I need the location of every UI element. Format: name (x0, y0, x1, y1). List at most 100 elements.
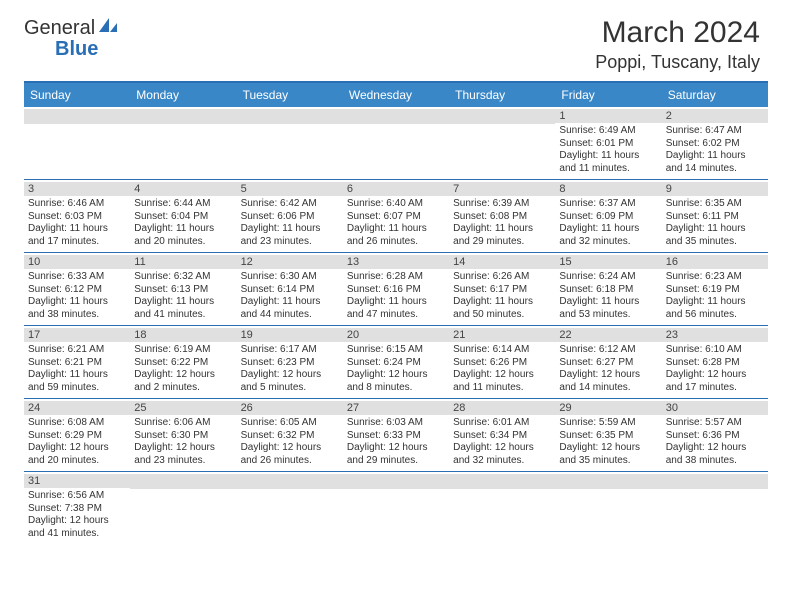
day-number (237, 474, 343, 489)
sunset-text: Sunset: 6:27 PM (559, 357, 657, 370)
sunrise-text: Sunrise: 6:03 AM (347, 417, 445, 430)
sunset-text: Sunset: 6:17 PM (453, 284, 551, 297)
daylight-text: Daylight: 11 hours and 23 minutes. (241, 223, 339, 248)
daylight-text: Daylight: 11 hours and 44 minutes. (241, 296, 339, 321)
logo: General (24, 16, 119, 40)
day-cell (130, 107, 236, 179)
day-cell: 8Sunrise: 6:37 AMSunset: 6:09 PMDaylight… (555, 180, 661, 252)
day-cell: 19Sunrise: 6:17 AMSunset: 6:23 PMDayligh… (237, 326, 343, 398)
day-number: 11 (130, 255, 236, 269)
day-number: 18 (130, 328, 236, 342)
sunset-text: Sunset: 6:03 PM (28, 211, 126, 224)
day-cell (130, 472, 236, 544)
day-number: 16 (662, 255, 768, 269)
day-cell: 9Sunrise: 6:35 AMSunset: 6:11 PMDaylight… (662, 180, 768, 252)
daylight-text: Daylight: 11 hours and 17 minutes. (28, 223, 126, 248)
day-number: 20 (343, 328, 449, 342)
sunset-text: Sunset: 6:07 PM (347, 211, 445, 224)
day-number: 8 (555, 182, 661, 196)
day-cell: 14Sunrise: 6:26 AMSunset: 6:17 PMDayligh… (449, 253, 555, 325)
sunset-text: Sunset: 6:04 PM (134, 211, 232, 224)
day-number: 13 (343, 255, 449, 269)
day-number (662, 474, 768, 489)
day-number (24, 109, 130, 124)
day-cell: 5Sunrise: 6:42 AMSunset: 6:06 PMDaylight… (237, 180, 343, 252)
week-row: 10Sunrise: 6:33 AMSunset: 6:12 PMDayligh… (24, 253, 768, 326)
day-number: 5 (237, 182, 343, 196)
dow-monday: Monday (130, 83, 236, 107)
week-row: 24Sunrise: 6:08 AMSunset: 6:29 PMDayligh… (24, 399, 768, 472)
sunset-text: Sunset: 6:33 PM (347, 430, 445, 443)
day-cell: 23Sunrise: 6:10 AMSunset: 6:28 PMDayligh… (662, 326, 768, 398)
sunrise-text: Sunrise: 5:59 AM (559, 417, 657, 430)
daylight-text: Daylight: 11 hours and 41 minutes. (134, 296, 232, 321)
daylight-text: Daylight: 12 hours and 26 minutes. (241, 442, 339, 467)
day-cell: 6Sunrise: 6:40 AMSunset: 6:07 PMDaylight… (343, 180, 449, 252)
day-number (449, 109, 555, 124)
day-number (237, 109, 343, 124)
sunrise-text: Sunrise: 6:35 AM (666, 198, 764, 211)
sunrise-text: Sunrise: 6:15 AM (347, 344, 445, 357)
day-cell (237, 107, 343, 179)
daylight-text: Daylight: 11 hours and 47 minutes. (347, 296, 445, 321)
sunrise-text: Sunrise: 6:28 AM (347, 271, 445, 284)
sunset-text: Sunset: 6:28 PM (666, 357, 764, 370)
day-cell (449, 472, 555, 544)
month-title: March 2024 (595, 16, 760, 50)
sunrise-text: Sunrise: 6:47 AM (666, 125, 764, 138)
day-number: 1 (555, 109, 661, 123)
dow-saturday: Saturday (662, 83, 768, 107)
sunset-text: Sunset: 6:34 PM (453, 430, 551, 443)
day-cell (555, 472, 661, 544)
sunrise-text: Sunrise: 6:37 AM (559, 198, 657, 211)
day-cell: 30Sunrise: 5:57 AMSunset: 6:36 PMDayligh… (662, 399, 768, 471)
daylight-text: Daylight: 12 hours and 41 minutes. (28, 515, 126, 540)
daylight-text: Daylight: 11 hours and 38 minutes. (28, 296, 126, 321)
daylight-text: Daylight: 11 hours and 35 minutes. (666, 223, 764, 248)
day-number: 21 (449, 328, 555, 342)
title-block: March 2024 Poppi, Tuscany, Italy (595, 16, 760, 73)
sunset-text: Sunset: 6:21 PM (28, 357, 126, 370)
day-number: 17 (24, 328, 130, 342)
day-number: 15 (555, 255, 661, 269)
sunset-text: Sunset: 6:02 PM (666, 138, 764, 151)
day-number: 9 (662, 182, 768, 196)
sunset-text: Sunset: 6:12 PM (28, 284, 126, 297)
day-number: 3 (24, 182, 130, 196)
day-cell: 21Sunrise: 6:14 AMSunset: 6:26 PMDayligh… (449, 326, 555, 398)
daylight-text: Daylight: 11 hours and 56 minutes. (666, 296, 764, 321)
day-cell (343, 107, 449, 179)
daylight-text: Daylight: 12 hours and 20 minutes. (28, 442, 126, 467)
daylight-text: Daylight: 12 hours and 8 minutes. (347, 369, 445, 394)
daylight-text: Daylight: 11 hours and 20 minutes. (134, 223, 232, 248)
dow-thursday: Thursday (449, 83, 555, 107)
day-cell: 13Sunrise: 6:28 AMSunset: 6:16 PMDayligh… (343, 253, 449, 325)
week-row: 1Sunrise: 6:49 AMSunset: 6:01 PMDaylight… (24, 107, 768, 180)
sunrise-text: Sunrise: 6:39 AM (453, 198, 551, 211)
daylight-text: Daylight: 12 hours and 23 minutes. (134, 442, 232, 467)
day-cell: 1Sunrise: 6:49 AMSunset: 6:01 PMDaylight… (555, 107, 661, 179)
daylight-text: Daylight: 11 hours and 59 minutes. (28, 369, 126, 394)
day-number: 30 (662, 401, 768, 415)
sunrise-text: Sunrise: 6:49 AM (559, 125, 657, 138)
sunrise-text: Sunrise: 6:19 AM (134, 344, 232, 357)
day-cell: 27Sunrise: 6:03 AMSunset: 6:33 PMDayligh… (343, 399, 449, 471)
daylight-text: Daylight: 11 hours and 26 minutes. (347, 223, 445, 248)
day-number: 22 (555, 328, 661, 342)
day-number: 10 (24, 255, 130, 269)
sunrise-text: Sunrise: 6:42 AM (241, 198, 339, 211)
day-cell (237, 472, 343, 544)
daylight-text: Daylight: 11 hours and 29 minutes. (453, 223, 551, 248)
day-number (130, 474, 236, 489)
daylight-text: Daylight: 11 hours and 14 minutes. (666, 150, 764, 175)
sunrise-text: Sunrise: 6:05 AM (241, 417, 339, 430)
sunrise-text: Sunrise: 6:01 AM (453, 417, 551, 430)
sunset-text: Sunset: 6:22 PM (134, 357, 232, 370)
day-cell: 17Sunrise: 6:21 AMSunset: 6:21 PMDayligh… (24, 326, 130, 398)
sunrise-text: Sunrise: 6:24 AM (559, 271, 657, 284)
sunset-text: Sunset: 6:32 PM (241, 430, 339, 443)
day-cell: 7Sunrise: 6:39 AMSunset: 6:08 PMDaylight… (449, 180, 555, 252)
day-number: 27 (343, 401, 449, 415)
sunrise-text: Sunrise: 6:32 AM (134, 271, 232, 284)
sunset-text: Sunset: 6:19 PM (666, 284, 764, 297)
